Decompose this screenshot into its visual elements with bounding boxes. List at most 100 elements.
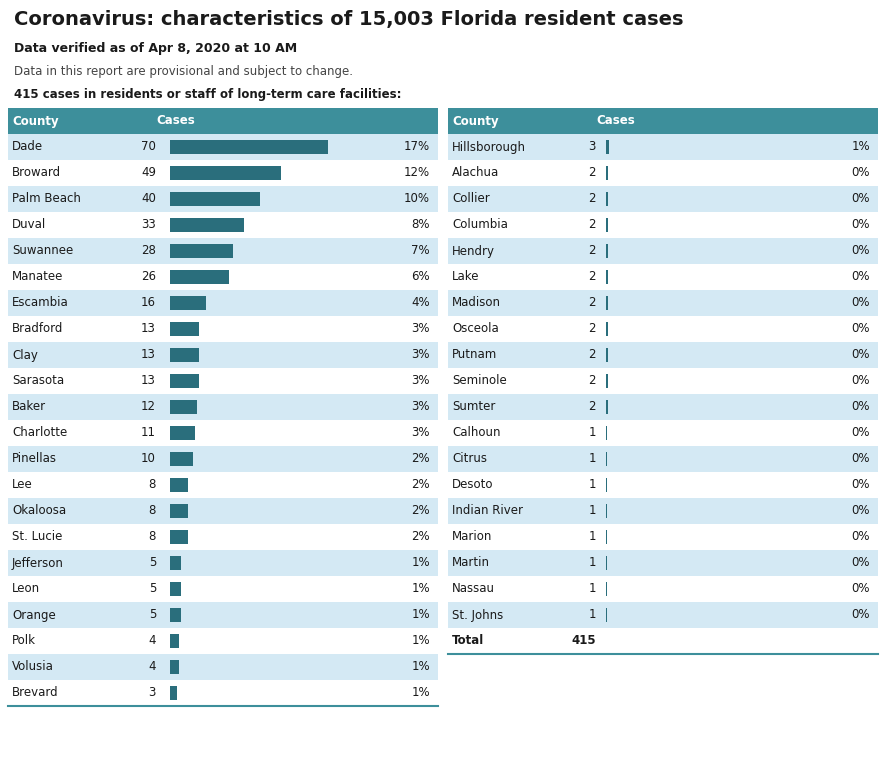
Bar [8, 420, 438, 446]
Bar [8, 524, 438, 550]
Bar [448, 602, 878, 628]
Bar [448, 472, 878, 498]
Bar [606, 530, 607, 544]
Bar [170, 322, 200, 336]
Text: 1%: 1% [411, 635, 430, 648]
Bar [448, 186, 878, 212]
Bar [170, 192, 260, 206]
Text: 2: 2 [589, 192, 596, 205]
Text: Cases: Cases [597, 114, 635, 127]
Text: Martin: Martin [452, 556, 490, 569]
Bar [170, 530, 188, 544]
Bar [8, 368, 438, 394]
Text: 2%: 2% [411, 530, 430, 543]
Bar [448, 264, 878, 290]
Text: 16: 16 [141, 297, 156, 310]
Text: 2: 2 [589, 166, 596, 179]
Bar [8, 342, 438, 368]
Text: 10%: 10% [404, 192, 430, 205]
Text: 5: 5 [149, 609, 156, 622]
Text: Hillsborough: Hillsborough [452, 140, 526, 153]
Text: 17%: 17% [404, 140, 430, 153]
Text: 33: 33 [142, 218, 156, 231]
Text: 40: 40 [141, 192, 156, 205]
Text: Citrus: Citrus [452, 452, 487, 465]
Text: St. Lucie: St. Lucie [12, 530, 62, 543]
Text: 2%: 2% [411, 452, 430, 465]
Text: Jefferson: Jefferson [12, 556, 64, 569]
Bar [8, 290, 438, 316]
Text: 415 cases in residents or staff of long-term care facilities:: 415 cases in residents or staff of long-… [14, 88, 401, 101]
Text: 1: 1 [589, 478, 596, 491]
Text: Seminole: Seminole [452, 375, 507, 388]
Text: 2: 2 [589, 349, 596, 362]
Text: Collier: Collier [452, 192, 490, 205]
Text: 0%: 0% [852, 271, 870, 284]
Bar [8, 498, 438, 524]
Text: 13: 13 [141, 375, 156, 388]
Bar [8, 186, 438, 212]
Text: Sumter: Sumter [452, 401, 495, 414]
Text: Brevard: Brevard [12, 687, 59, 700]
Text: 0%: 0% [852, 478, 870, 491]
Text: 3%: 3% [412, 323, 430, 336]
Text: 1%: 1% [851, 140, 870, 153]
Text: 7%: 7% [411, 244, 430, 257]
Bar [606, 244, 608, 258]
Text: 0%: 0% [852, 297, 870, 310]
Bar [8, 264, 438, 290]
Bar [448, 368, 878, 394]
Bar [170, 582, 181, 596]
Text: 11: 11 [141, 427, 156, 439]
Text: 2%: 2% [411, 478, 430, 491]
Text: 0%: 0% [852, 192, 870, 205]
Bar [606, 218, 608, 232]
Text: Madison: Madison [452, 297, 501, 310]
Bar [606, 322, 608, 336]
Bar [448, 160, 878, 186]
Text: 0%: 0% [852, 323, 870, 336]
Text: 1%: 1% [411, 556, 430, 569]
Text: Dade: Dade [12, 140, 43, 153]
Bar [606, 270, 608, 284]
Text: Orange: Orange [12, 609, 55, 622]
Text: 0%: 0% [852, 452, 870, 465]
Bar [606, 608, 607, 622]
Bar [170, 270, 229, 284]
Text: 2: 2 [589, 401, 596, 414]
Bar [606, 296, 608, 310]
Text: Indian River: Indian River [452, 504, 523, 517]
Text: 13: 13 [141, 323, 156, 336]
Bar [8, 550, 438, 576]
Bar [170, 244, 233, 258]
Text: 1%: 1% [411, 687, 430, 700]
Bar [170, 296, 206, 310]
Bar [448, 550, 878, 576]
Bar [8, 160, 438, 186]
Text: Data in this report are provisional and subject to change.: Data in this report are provisional and … [14, 65, 353, 78]
Text: 3: 3 [149, 687, 156, 700]
Text: 1%: 1% [411, 582, 430, 595]
Text: 2%: 2% [411, 504, 430, 517]
Text: Bradford: Bradford [12, 323, 63, 336]
Text: 8%: 8% [412, 218, 430, 231]
Bar [170, 504, 188, 518]
Text: 3%: 3% [412, 427, 430, 439]
Bar [170, 400, 197, 414]
Text: Lee: Lee [12, 478, 33, 491]
Text: Desoto: Desoto [452, 478, 494, 491]
Text: 2: 2 [589, 271, 596, 284]
Text: Data verified as of Apr 8, 2020 at 10 AM: Data verified as of Apr 8, 2020 at 10 AM [14, 42, 297, 55]
Text: Calhoun: Calhoun [452, 427, 501, 439]
Bar [8, 472, 438, 498]
Text: 13: 13 [141, 349, 156, 362]
Text: 26: 26 [141, 271, 156, 284]
Text: 3%: 3% [412, 401, 430, 414]
Text: 0%: 0% [852, 556, 870, 569]
Text: County: County [12, 114, 59, 127]
Text: Columbia: Columbia [452, 218, 508, 231]
Bar [8, 680, 438, 706]
Text: Osceola: Osceola [452, 323, 499, 336]
Bar [170, 426, 194, 440]
Bar [606, 400, 608, 414]
